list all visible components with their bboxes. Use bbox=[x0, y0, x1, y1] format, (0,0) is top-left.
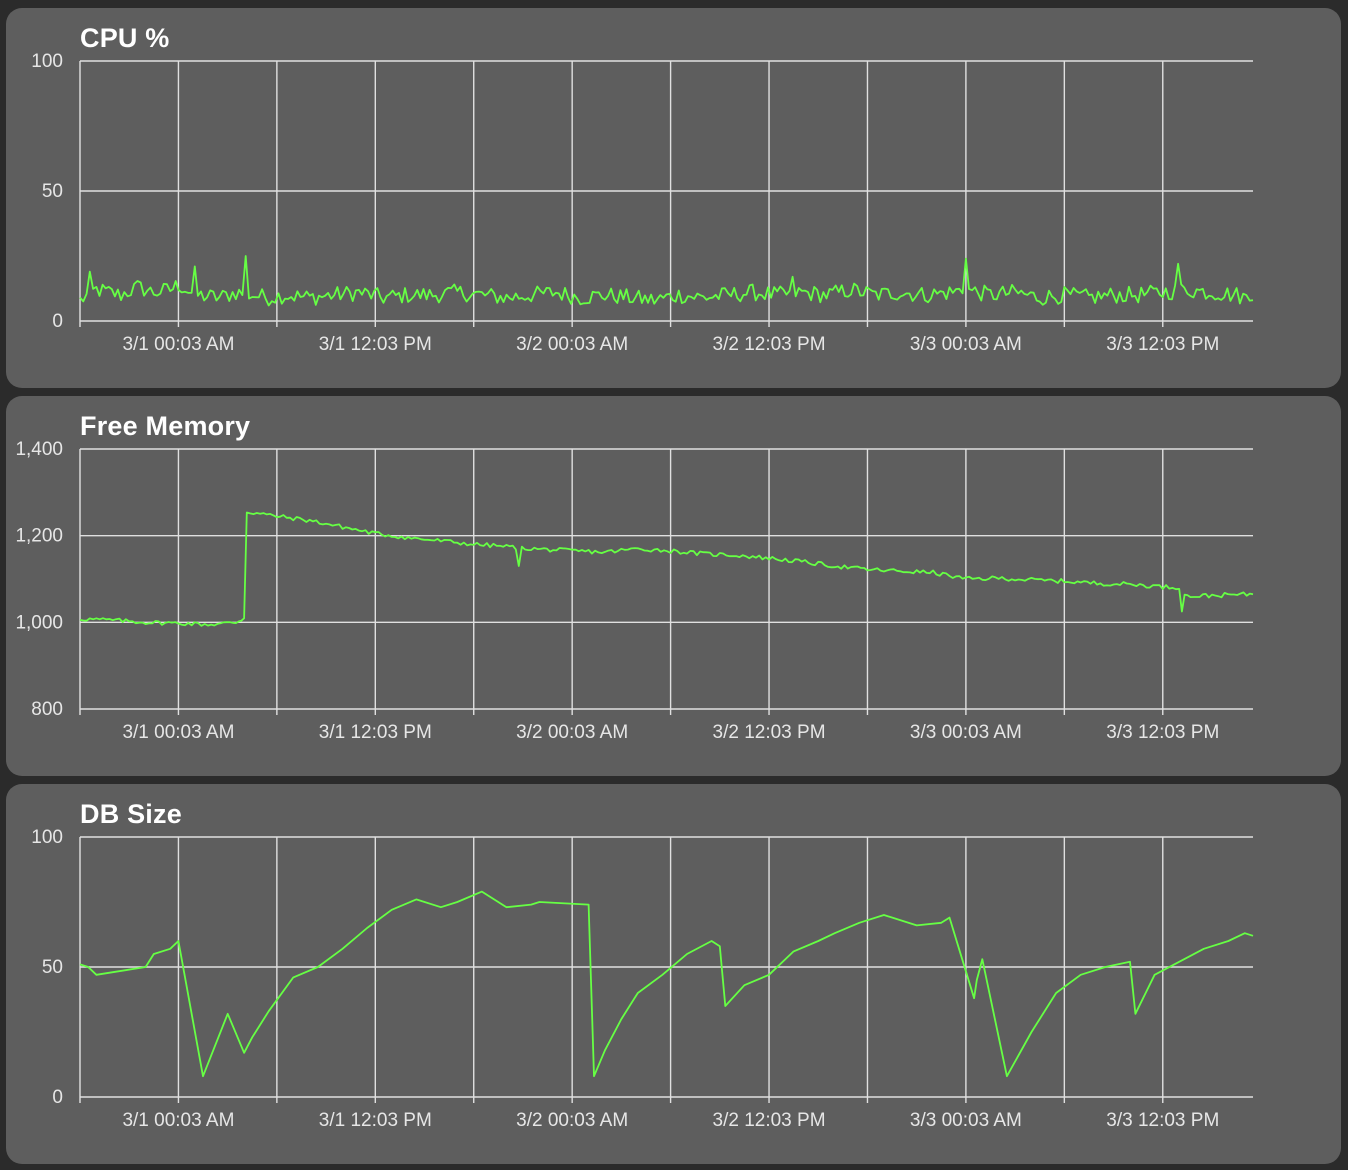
free-memory-chart-panel: 800 1,000 1,200 1,400 3/1 00:03 AM 3/1 12:03 … bbox=[6, 396, 1341, 776]
db-size-chart: 0 50 100 3/1 00:03 AM 3/1 12:03 PM 3/2 00:03 … bbox=[31, 827, 1254, 1131]
x-tick-label: 3/3 12:03 PM bbox=[1106, 1110, 1219, 1131]
x-tick-label: 3/1 00:03 AM bbox=[122, 334, 234, 355]
x-tick-label: 3/3 00:03 AM bbox=[910, 334, 1022, 355]
cpu-chart-panel: 0 50 100 3/1 00:03 AM 3/1 12:03 PM 3/2 00:03 … bbox=[6, 8, 1341, 388]
x-tick-label: 3/3 12:03 PM bbox=[1106, 722, 1219, 743]
y-tick-label: 0 bbox=[52, 311, 63, 332]
chart-title-free-memory: Free Memory bbox=[80, 411, 251, 441]
x-tick-label: 3/2 12:03 PM bbox=[713, 722, 826, 743]
x-tick-label: 3/2 00:03 AM bbox=[516, 334, 628, 355]
chart-title-cpu: CPU % bbox=[80, 23, 170, 53]
series-line bbox=[79, 511, 1254, 627]
x-tick-label: 3/1 12:03 PM bbox=[319, 1110, 432, 1131]
y-tick-label: 1,200 bbox=[15, 526, 63, 547]
x-tick-label: 3/2 12:03 PM bbox=[713, 1110, 826, 1131]
x-tick-label: 3/2 12:03 PM bbox=[713, 334, 826, 355]
db-size-chart-panel: 0 50 100 3/1 00:03 AM 3/1 12:03 PM 3/2 00:03 … bbox=[6, 784, 1341, 1164]
y-tick-label: 50 bbox=[42, 957, 63, 978]
x-tick-label: 3/1 00:03 AM bbox=[122, 722, 234, 743]
y-tick-label: 100 bbox=[31, 51, 63, 72]
y-tick-label: 50 bbox=[42, 181, 63, 202]
x-tick-label: 3/3 00:03 AM bbox=[910, 722, 1022, 743]
series-line bbox=[79, 255, 1254, 307]
x-tick-label: 3/1 12:03 PM bbox=[319, 334, 432, 355]
y-tick-label: 100 bbox=[31, 827, 63, 848]
chart-title-db-size: DB Size bbox=[80, 799, 182, 829]
y-tick-label: 1,000 bbox=[15, 612, 63, 633]
x-tick-label: 3/1 00:03 AM bbox=[122, 1110, 234, 1131]
y-tick-label: 0 bbox=[52, 1087, 63, 1108]
y-tick-label: 800 bbox=[31, 699, 63, 720]
x-tick-label: 3/3 00:03 AM bbox=[910, 1110, 1022, 1131]
y-tick-label: 1,400 bbox=[15, 439, 63, 460]
x-tick-label: 3/2 00:03 AM bbox=[516, 1110, 628, 1131]
x-tick-label: 3/2 00:03 AM bbox=[516, 722, 628, 743]
x-tick-label: 3/3 12:03 PM bbox=[1106, 334, 1219, 355]
free-memory-chart: 800 1,000 1,200 1,400 3/1 00:03 AM 3/1 12:03 … bbox=[15, 439, 1254, 743]
cpu-chart: 0 50 100 3/1 00:03 AM 3/1 12:03 PM 3/2 00:03 … bbox=[31, 51, 1254, 355]
x-tick-label: 3/1 12:03 PM bbox=[319, 722, 432, 743]
series-line bbox=[79, 890, 1254, 1078]
